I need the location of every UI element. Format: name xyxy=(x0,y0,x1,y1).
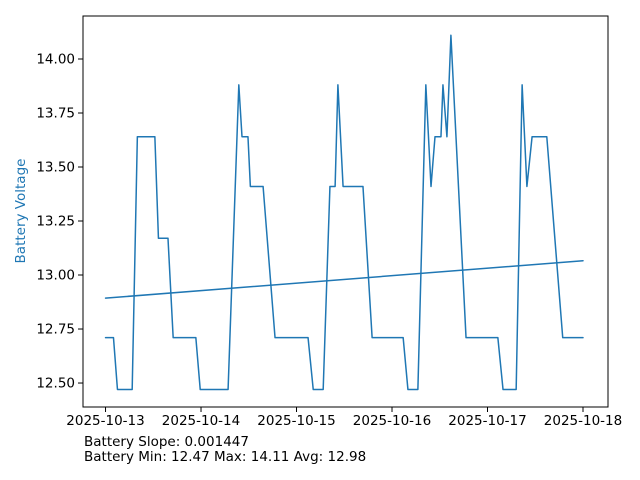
x-tick-label: 2025-10-17 xyxy=(448,413,526,429)
y-tick-label: 13.00 xyxy=(36,268,75,284)
slope-annotation: Battery Slope: 0.001447 xyxy=(84,434,249,450)
x-tick-label: 2025-10-14 xyxy=(162,413,240,429)
y-tick-label: 14.00 xyxy=(36,51,75,67)
stats-annotation: Battery Min: 12.47 Max: 14.11 Avg: 12.98 xyxy=(84,449,367,465)
x-tick-label: 2025-10-15 xyxy=(257,413,335,429)
axes-frame xyxy=(82,15,609,408)
x-tick-label: 2025-10-13 xyxy=(66,413,144,429)
y-tick-label: 13.75 xyxy=(36,105,75,121)
series-trend xyxy=(104,260,584,299)
x-tick-label: 2025-10-16 xyxy=(353,413,431,429)
y-tick-label: 13.25 xyxy=(36,214,75,230)
y-tick-label: 12.75 xyxy=(36,322,75,338)
y-tick-label: 13.50 xyxy=(36,159,75,175)
y-axis-label: Battery Voltage xyxy=(13,158,29,264)
x-tick-label: 2025-10-18 xyxy=(544,413,622,429)
y-tick-label: 12.50 xyxy=(36,376,75,392)
series-battery-voltage xyxy=(104,34,584,391)
